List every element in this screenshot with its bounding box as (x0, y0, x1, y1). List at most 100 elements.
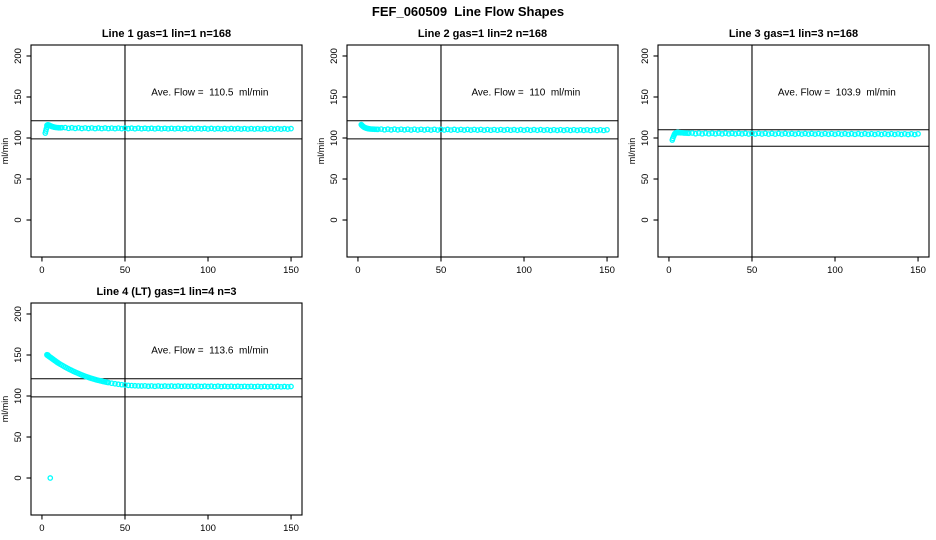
flow-point (537, 126, 544, 133)
flow-point (815, 130, 822, 137)
flow-point (699, 130, 706, 137)
flow-point (755, 130, 762, 137)
flow-point (494, 127, 501, 134)
flow-point (145, 383, 152, 390)
flow-point (248, 383, 255, 390)
flow-point (112, 380, 118, 387)
flow-point (885, 131, 892, 138)
flow-point (719, 131, 725, 137)
flow-point (122, 125, 128, 132)
flow-point (491, 126, 497, 133)
flow-point (211, 126, 218, 132)
flow-point (594, 127, 600, 134)
flow-point (178, 383, 185, 390)
flow-point (835, 130, 842, 137)
x-tick-label: 100 (516, 265, 532, 276)
flow-point (125, 382, 132, 389)
flow-point (795, 130, 802, 137)
flow-point (235, 125, 241, 132)
flow-point (798, 131, 805, 137)
flow-point (264, 383, 271, 390)
flow-point (686, 130, 692, 137)
flow-point (762, 130, 769, 137)
x-tick-label: 50 (120, 523, 131, 534)
flow-point (248, 125, 255, 132)
flow-point (195, 383, 201, 389)
flow-point (421, 127, 428, 133)
flow-point (729, 130, 735, 137)
flow-point (115, 125, 122, 131)
flow-point (384, 126, 391, 132)
flow-point (881, 130, 888, 137)
flow-point (772, 131, 779, 137)
y-tick-label: 0 (640, 217, 651, 222)
flow-point (171, 383, 178, 390)
flow-point (534, 127, 541, 134)
flow-point (431, 126, 438, 133)
flow-point (898, 131, 905, 138)
subplot-line-1: Line 1 gas=1 lin=1 n=168 0 50 100 150 200 0 50 1… (0, 28, 303, 276)
flow-point (561, 127, 567, 134)
flow-point (394, 127, 401, 133)
subplot-line-4-lt: Line 4 (LT) gas=1 lin=4 n=3 0 50 100 150 200 0… (0, 286, 303, 534)
y-tick-label: 200 (13, 306, 24, 322)
flow-point (245, 126, 251, 132)
flow-point (238, 126, 245, 132)
flow-point (497, 126, 504, 133)
flow-point (487, 127, 494, 134)
flow-point (862, 130, 868, 137)
flow-point (891, 131, 898, 138)
flow-point (792, 131, 799, 137)
flow-point (501, 127, 507, 134)
flow-point (95, 125, 102, 131)
x-tick-label: 150 (283, 265, 299, 276)
y-axis-label: ml/min (627, 138, 637, 165)
flow-point (481, 127, 488, 134)
flow-point (822, 130, 828, 137)
flow-point (135, 125, 142, 132)
flow-point (517, 126, 524, 133)
flow-point (785, 131, 792, 137)
flow-point (451, 126, 458, 133)
flow-point (205, 126, 211, 132)
flow-point (125, 125, 132, 132)
flow-point (155, 383, 162, 389)
flow-point (178, 126, 185, 132)
flow-point (408, 127, 414, 133)
flow-point (527, 127, 534, 134)
flow-point (198, 383, 205, 390)
flow-point (208, 383, 215, 390)
flow-point (441, 127, 448, 133)
flow-point (788, 130, 795, 137)
flow-point (235, 383, 241, 390)
flow-point (181, 383, 188, 389)
plot-box (30, 302, 303, 516)
flow-point (264, 126, 271, 132)
flow-point (168, 125, 175, 132)
flow-point (191, 383, 198, 390)
x-tick-label: 100 (200, 265, 216, 276)
flow-point (577, 126, 584, 133)
flow-point (547, 127, 554, 134)
x-tick-label: 0 (39, 523, 44, 534)
flow-point (712, 130, 719, 137)
flow-point (752, 131, 759, 137)
flow-point (165, 383, 172, 390)
flow-point (115, 381, 122, 388)
flow-point (584, 126, 590, 133)
flow-point (68, 124, 75, 131)
flow-point (381, 126, 388, 133)
flow-point (554, 127, 561, 134)
flow-point (735, 130, 742, 137)
flow-point (424, 126, 431, 133)
flow-point (590, 126, 597, 133)
flow-point (138, 125, 145, 132)
flow-point (404, 126, 411, 133)
y-tick-label: 0 (13, 217, 24, 222)
flow-point (108, 125, 115, 131)
flow-point (428, 127, 434, 133)
flow-point (454, 127, 461, 133)
flow-point (92, 125, 98, 132)
flow-point (570, 126, 577, 133)
